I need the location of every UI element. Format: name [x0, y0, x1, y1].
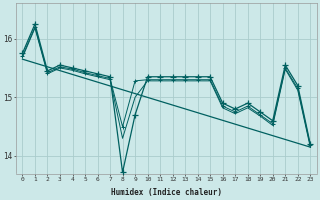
- X-axis label: Humidex (Indice chaleur): Humidex (Indice chaleur): [111, 188, 222, 197]
